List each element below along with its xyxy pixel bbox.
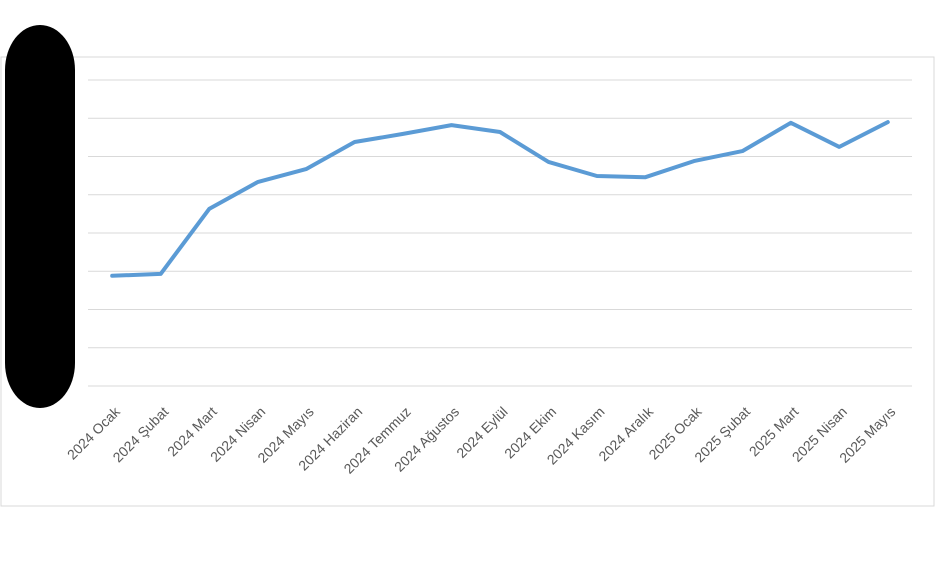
redaction	[5, 25, 75, 408]
line-series	[110, 120, 890, 278]
